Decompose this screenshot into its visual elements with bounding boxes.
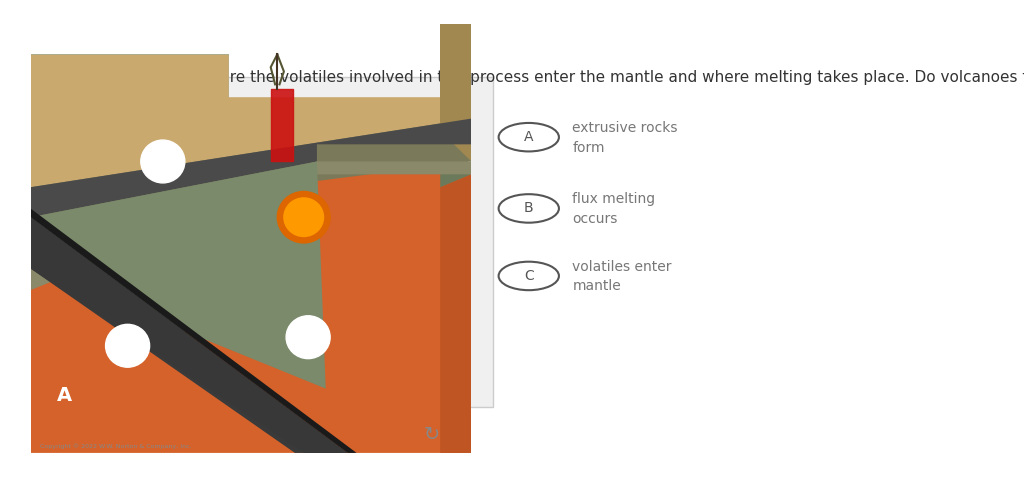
Text: A: A: [57, 387, 73, 406]
Circle shape: [105, 324, 150, 367]
Polygon shape: [31, 119, 471, 217]
Polygon shape: [31, 208, 356, 453]
Circle shape: [499, 194, 559, 223]
Circle shape: [499, 262, 559, 290]
Polygon shape: [440, 174, 471, 453]
FancyBboxPatch shape: [152, 77, 494, 407]
Text: Copyright © 2022 W.W. Norton & Company, Inc.: Copyright © 2022 W.W. Norton & Company, …: [40, 443, 191, 449]
Text: or overriding plate?: or overriding plate?: [152, 103, 302, 118]
Polygon shape: [440, 162, 471, 187]
Text: volatiles enter: volatiles enter: [572, 260, 672, 274]
Polygon shape: [31, 55, 228, 101]
Polygon shape: [31, 217, 348, 453]
Text: occurs: occurs: [572, 212, 617, 226]
Polygon shape: [31, 55, 471, 196]
Text: B: B: [524, 202, 534, 215]
Text: mantle: mantle: [572, 280, 622, 294]
Text: Show where the volatiles involved in this process enter the mantle and where mel: Show where the volatiles involved in thi…: [152, 70, 1024, 85]
Circle shape: [286, 316, 330, 358]
Polygon shape: [31, 162, 471, 453]
Polygon shape: [31, 217, 348, 453]
Text: A: A: [524, 130, 534, 144]
Text: ↻: ↻: [423, 425, 439, 444]
Polygon shape: [440, 24, 471, 162]
Text: extrusive rocks: extrusive rocks: [572, 121, 678, 135]
Polygon shape: [31, 162, 326, 389]
Circle shape: [499, 123, 559, 151]
Circle shape: [140, 140, 184, 183]
Text: form: form: [572, 141, 605, 155]
Text: C: C: [524, 269, 534, 283]
Circle shape: [278, 191, 330, 243]
Circle shape: [284, 198, 324, 237]
Polygon shape: [31, 119, 471, 217]
Polygon shape: [31, 162, 471, 290]
Text: flux melting: flux melting: [572, 192, 655, 206]
